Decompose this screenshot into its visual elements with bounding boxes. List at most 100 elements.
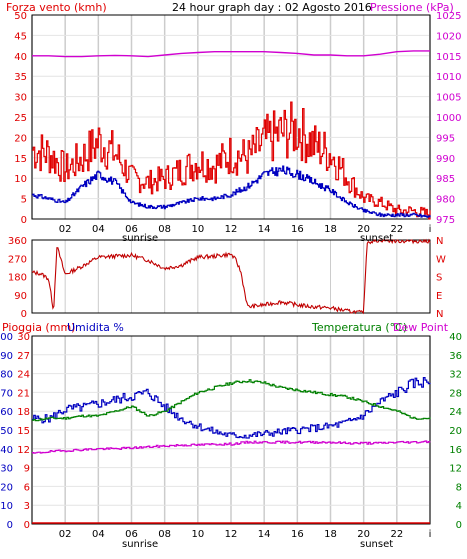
- wind-axis-title: Forza vento (kmh): [6, 1, 107, 14]
- dew-point-axis-title: Dew Point: [393, 321, 449, 334]
- rain-y-tick: 9: [24, 464, 30, 475]
- wind-y-tick: 25: [14, 113, 27, 124]
- temperature-y-tick: 4: [456, 501, 462, 512]
- temperature-y-tick: 16: [449, 445, 462, 456]
- pressure-line: [32, 50, 430, 58]
- sunset-label-top: sunset: [360, 233, 393, 244]
- wind-y-tick: 30: [14, 93, 27, 104]
- humidity-y-tick: 0: [7, 520, 13, 531]
- temperature-y-tick: 20: [449, 426, 462, 437]
- humidity-y-tick: 90: [0, 351, 13, 362]
- x-tick-bottom: 08: [158, 529, 171, 540]
- direction-y-tick: 0: [21, 309, 27, 320]
- pressure-y-tick: 1015: [436, 52, 461, 63]
- x-tick-bottom: 20: [357, 529, 370, 540]
- x-tick-bottom: i: [429, 529, 432, 540]
- sunrise-label-bottom: sunrise: [122, 539, 158, 550]
- sunrise-label-top: sunrise: [122, 233, 158, 244]
- temperature-y-tick: 0: [456, 520, 462, 531]
- pressure-y-tick: 1025: [436, 11, 461, 22]
- wind-y-tick: 10: [14, 174, 27, 185]
- x-tick-top: 10: [191, 224, 204, 235]
- x-tick-top: 14: [258, 224, 271, 235]
- temperature-y-tick: 8: [456, 482, 462, 493]
- x-tick-top: 20: [357, 224, 370, 235]
- pressure-axis-title: Pressione (kPa): [370, 1, 454, 14]
- humidity-axis-title: Umidita %: [67, 321, 124, 334]
- dew-point-line: [32, 440, 431, 454]
- wind-y-tick: 40: [14, 52, 27, 63]
- panel-frame: [31, 335, 431, 525]
- pressure-y-tick: 990: [436, 154, 455, 165]
- wind-y-tick: 5: [21, 195, 27, 206]
- chart-title: 24 hour graph day : 02 Agosto 2016: [172, 1, 372, 14]
- temperature-y-tick: 40: [449, 332, 462, 343]
- rain-y-tick: 18: [17, 407, 30, 418]
- x-tick-bottom: 18: [324, 529, 337, 540]
- rain-y-tick: 0: [24, 520, 30, 531]
- wind-y-tick: 20: [14, 133, 27, 144]
- humidity-y-tick: 70: [0, 388, 13, 399]
- panel-frame: [31, 239, 431, 314]
- compass-tick: W: [436, 254, 446, 265]
- rain-y-tick: 3: [24, 501, 30, 512]
- pressure-y-tick: 1005: [436, 93, 461, 104]
- pressure-y-tick: 1020: [436, 31, 461, 42]
- x-tick-bottom: 14: [258, 529, 271, 540]
- rain-axis-title: Pioggia (mm): [2, 321, 75, 334]
- series-layer: [31, 50, 431, 524]
- humidity-y-tick: 30: [0, 464, 13, 475]
- x-tick-top: 04: [92, 224, 105, 235]
- rain-y-tick: 27: [17, 351, 30, 362]
- x-tick-top: 16: [291, 224, 304, 235]
- humidity-line: [32, 377, 431, 439]
- x-tick-top: 12: [225, 224, 238, 235]
- pressure-y-tick: 995: [436, 133, 455, 144]
- frame-layer: [31, 14, 431, 525]
- pressure-y-tick: 1010: [436, 72, 461, 83]
- direction-y-tick: 360: [8, 236, 27, 247]
- x-tick-top: 08: [158, 224, 171, 235]
- x-tick-bottom: 12: [225, 529, 238, 540]
- grid-layer: [31, 14, 431, 525]
- humidity-y-tick: 100: [0, 332, 13, 343]
- temperature-axis-title: Temperatura (°C): [311, 321, 407, 334]
- humidity-y-tick: 40: [0, 445, 13, 456]
- temperature-line: [32, 379, 431, 422]
- x-tick-bottom: 02: [59, 529, 72, 540]
- x-tick-top: 18: [324, 224, 337, 235]
- x-tick-top: i: [429, 224, 432, 235]
- temperature-y-tick: 36: [449, 351, 462, 362]
- rain-y-tick: 30: [17, 332, 30, 343]
- x-tick-top: 06: [125, 224, 138, 235]
- pressure-y-tick: 980: [436, 195, 455, 206]
- x-tick-bottom: 22: [390, 529, 403, 540]
- temperature-y-tick: 12: [449, 464, 462, 475]
- wind-y-tick: 50: [14, 11, 27, 22]
- compass-tick: E: [436, 291, 442, 302]
- compass-tick: S: [436, 273, 442, 284]
- wind-y-tick: 35: [14, 72, 27, 83]
- compass-tick: N: [436, 236, 443, 247]
- wind-y-tick: 45: [14, 31, 27, 42]
- humidity-y-tick: 60: [0, 407, 13, 418]
- x-tick-bottom: 10: [191, 529, 204, 540]
- wind-y-tick: 15: [14, 154, 27, 165]
- wind-average-line: [32, 165, 431, 218]
- pressure-y-tick: 975: [436, 215, 455, 226]
- rain-y-tick: 12: [17, 445, 30, 456]
- rain-y-tick: 24: [17, 370, 30, 381]
- wind-direction-line: [31, 238, 431, 315]
- sunset-label-bottom: sunset: [360, 539, 393, 550]
- x-tick-bottom: 16: [291, 529, 304, 540]
- x-tick-top: 02: [59, 224, 72, 235]
- temperature-y-tick: 24: [449, 407, 462, 418]
- direction-y-tick: 270: [8, 254, 27, 265]
- rain-y-tick: 21: [17, 388, 30, 399]
- compass-tick: N: [436, 309, 443, 320]
- pressure-y-tick: 985: [436, 174, 455, 185]
- direction-y-tick: 90: [14, 291, 27, 302]
- panel-frame: [31, 14, 431, 220]
- rain-y-tick: 15: [17, 426, 30, 437]
